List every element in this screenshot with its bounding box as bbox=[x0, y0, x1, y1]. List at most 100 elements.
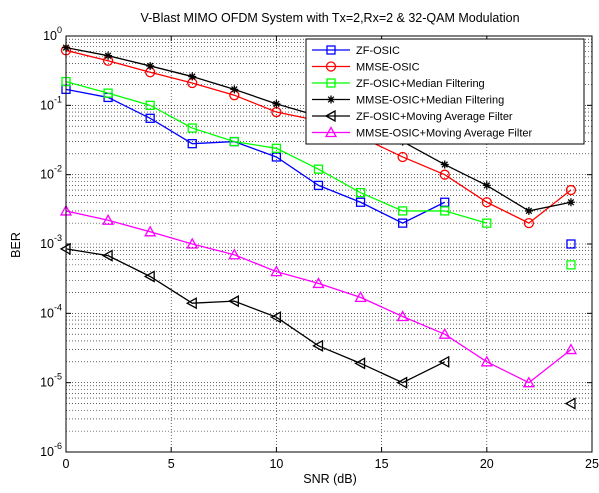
square-marker bbox=[271, 143, 282, 153]
circle-marker bbox=[325, 61, 337, 72]
x-tick-label: 5 bbox=[168, 457, 175, 471]
x-tick-label: 20 bbox=[480, 457, 494, 471]
square-marker bbox=[145, 113, 155, 123]
triangle-left-marker bbox=[227, 295, 239, 308]
series-line bbox=[66, 210, 572, 384]
triangle-up-marker bbox=[354, 291, 367, 303]
legend-item-5: MMSE-OSIC+Moving Average Filter bbox=[312, 126, 532, 140]
circle-marker bbox=[565, 184, 577, 196]
legend-label: ZF-OSIC bbox=[356, 45, 400, 57]
triangle-up-marker bbox=[480, 355, 493, 367]
triangle-up-marker bbox=[101, 213, 115, 225]
asterisk-marker bbox=[188, 72, 197, 81]
y-tick-label: 100 bbox=[43, 25, 62, 43]
triangle-left-marker bbox=[324, 109, 336, 123]
x-tick-label: 25 bbox=[585, 457, 599, 471]
square-marker bbox=[355, 188, 366, 198]
square-marker bbox=[313, 180, 324, 191]
square-marker bbox=[397, 206, 408, 216]
legend-label: ZF-OSIC+Median Filtering bbox=[356, 78, 485, 90]
x-tick-label: 0 bbox=[63, 457, 70, 471]
y-axis-label: BER bbox=[9, 232, 23, 258]
asterisk-marker bbox=[482, 181, 491, 190]
legend-label: ZF-OSIC+Moving Average Filter bbox=[356, 111, 513, 123]
asterisk-marker bbox=[566, 198, 575, 207]
triangle-up-marker bbox=[396, 310, 409, 322]
series-4 bbox=[59, 242, 576, 410]
square-marker bbox=[313, 164, 324, 174]
circle-marker bbox=[481, 197, 492, 208]
chart-title: V-Blast MIMO OFDM System with Tx=2,Rx=2 … bbox=[140, 11, 519, 25]
series-line bbox=[66, 248, 446, 384]
square-marker bbox=[145, 100, 155, 110]
y-tick-label: 10-6 bbox=[40, 441, 62, 459]
triangle-left-marker bbox=[270, 311, 282, 324]
legend-box bbox=[305, 38, 585, 145]
square-marker bbox=[566, 239, 576, 249]
legend-item-0: ZF-OSIC bbox=[312, 45, 400, 57]
legend-label: MMSE-OSIC+Moving Average Filter bbox=[356, 128, 532, 140]
asterisk-marker bbox=[440, 160, 449, 169]
asterisk-marker bbox=[524, 206, 533, 215]
square-marker bbox=[482, 218, 492, 228]
square-marker bbox=[103, 88, 113, 98]
triangle-up-marker bbox=[312, 277, 325, 289]
square-marker bbox=[566, 260, 576, 270]
x-tick-label: 10 bbox=[269, 457, 283, 471]
triangle-left-marker bbox=[185, 297, 197, 310]
series-2 bbox=[61, 76, 576, 270]
asterisk-marker bbox=[272, 99, 281, 108]
asterisk-marker bbox=[327, 95, 335, 104]
triangle-up-marker bbox=[270, 265, 283, 277]
triangle-left-marker bbox=[396, 376, 408, 389]
asterisk-marker bbox=[104, 51, 113, 60]
y-tick-label: 10-3 bbox=[40, 233, 62, 251]
square-marker bbox=[440, 197, 450, 207]
triangle-up-marker bbox=[324, 126, 338, 138]
square-marker bbox=[187, 123, 197, 133]
y-tick-label: 10-4 bbox=[40, 302, 62, 320]
triangle-up-marker bbox=[438, 327, 451, 339]
legend-label: MMSE-OSIC+Median Filtering bbox=[356, 95, 504, 107]
legend: ZF-OSIC MMSE-OSIC ZF-OSIC+Median Filtering… bbox=[305, 38, 585, 145]
triangle-left-marker bbox=[564, 397, 576, 410]
triangle-left-marker bbox=[354, 357, 366, 370]
asterisk-marker bbox=[230, 85, 239, 94]
square-marker bbox=[397, 218, 408, 228]
triangle-left-marker bbox=[143, 270, 155, 283]
asterisk-marker bbox=[146, 61, 155, 70]
legend-item-3: MMSE-OSIC+Median Filtering bbox=[312, 95, 504, 107]
triangle-up-marker bbox=[564, 343, 578, 355]
x-axis-label: SNR (dB) bbox=[303, 472, 356, 486]
circle-marker bbox=[523, 217, 535, 229]
circle-marker bbox=[439, 169, 450, 180]
triangle-up-marker bbox=[522, 376, 535, 388]
series-layer bbox=[59, 43, 578, 410]
square-marker bbox=[187, 139, 197, 149]
square-marker bbox=[271, 152, 282, 162]
series-line bbox=[66, 80, 487, 224]
y-tick-label: 10-5 bbox=[40, 372, 62, 390]
legend-item-1: MMSE-OSIC bbox=[312, 61, 420, 74]
square-marker bbox=[355, 197, 366, 207]
legend-label: MMSE-OSIC bbox=[356, 62, 420, 74]
series-line bbox=[66, 88, 446, 224]
triangle-left-marker bbox=[438, 355, 450, 368]
x-tick-label: 15 bbox=[375, 457, 389, 471]
legend-item-4: ZF-OSIC+Moving Average Filter bbox=[312, 109, 513, 123]
triangle-up-marker bbox=[228, 248, 241, 260]
legend-item-2: ZF-OSIC+Median Filtering bbox=[312, 78, 485, 90]
triangle-left-marker bbox=[312, 339, 324, 352]
series-5 bbox=[59, 204, 578, 388]
circle-marker bbox=[397, 151, 408, 163]
triangle-up-marker bbox=[186, 237, 199, 249]
triangle-up-marker bbox=[144, 225, 157, 237]
square-marker bbox=[229, 136, 239, 147]
square-marker bbox=[326, 78, 336, 88]
square-marker bbox=[440, 206, 450, 216]
triangle-left-marker bbox=[101, 249, 113, 262]
y-tick-label: 10-2 bbox=[40, 164, 62, 182]
square-marker bbox=[326, 45, 336, 55]
